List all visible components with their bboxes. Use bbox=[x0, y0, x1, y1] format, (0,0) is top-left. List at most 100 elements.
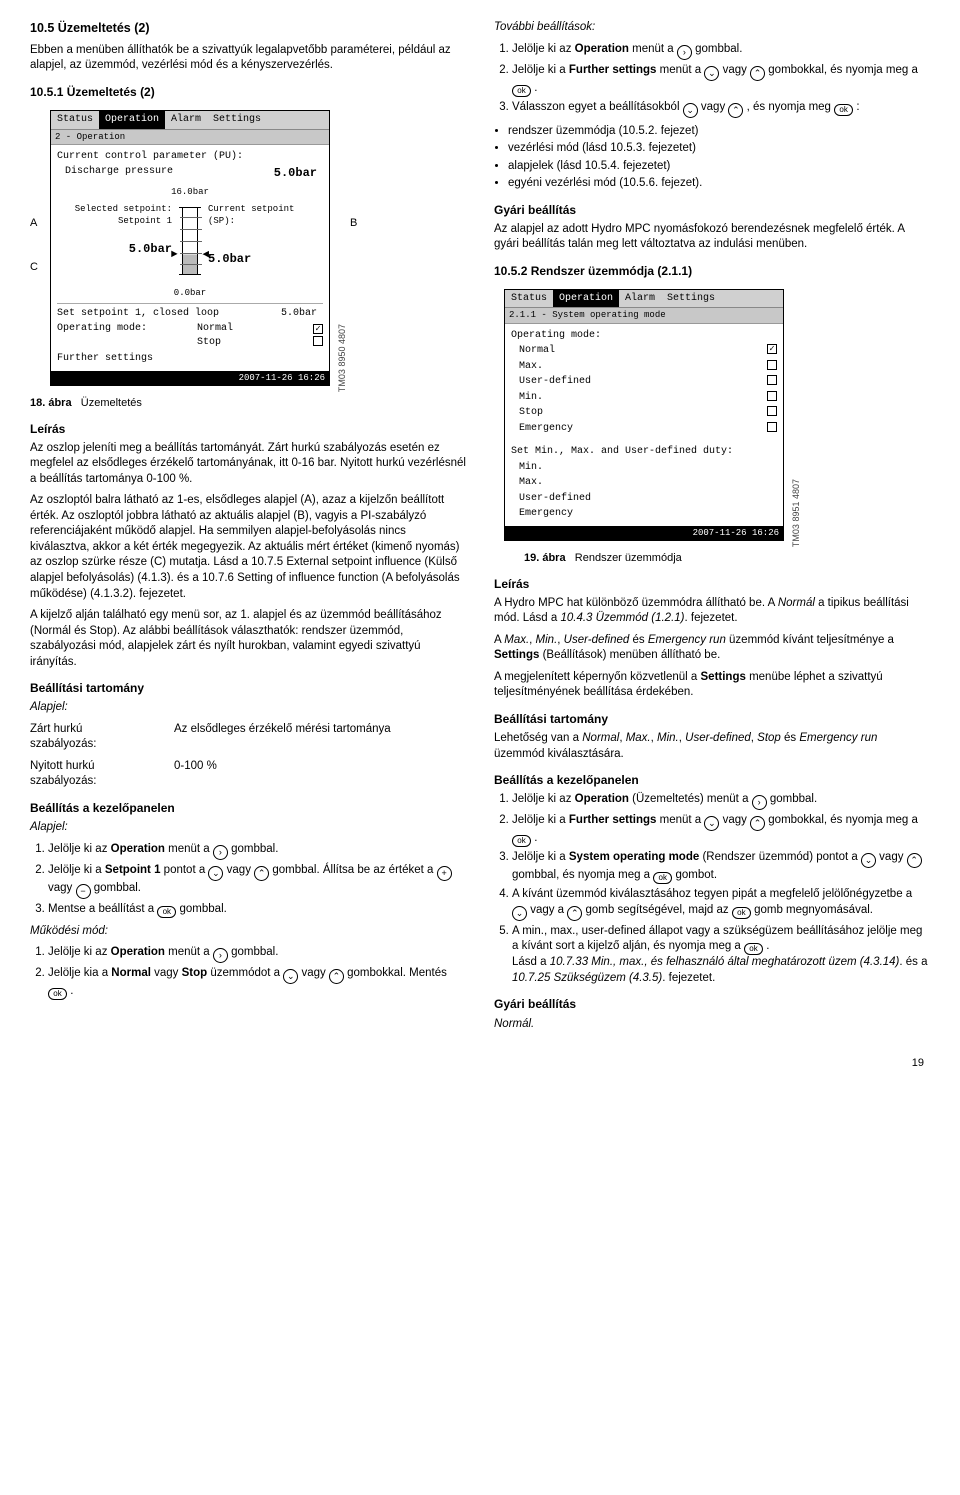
cb-opt3 bbox=[767, 391, 777, 401]
s2-o2-0: Min. bbox=[511, 461, 543, 475]
s1-opmode-stop: Stop bbox=[197, 337, 221, 348]
gauge-scale: ► ◀ bbox=[182, 207, 198, 275]
bullet-0: rendszer üzemmódja (10.5.2. fejezet) bbox=[508, 124, 930, 140]
s2-o2-1: Max. bbox=[511, 476, 543, 490]
up-icon: ⌃ bbox=[750, 816, 765, 831]
cb-opt5 bbox=[767, 422, 777, 432]
minus-icon: − bbox=[76, 884, 91, 899]
s1-line1: Current control parameter (PU): bbox=[57, 150, 243, 164]
down-icon: ⌄ bbox=[208, 866, 223, 881]
s2-opt0: Normal bbox=[511, 344, 555, 358]
left-range-label: Alapjel: bbox=[30, 700, 466, 716]
right-factory-p: Az alapjel az adott Hydro MPC nyomásfoko… bbox=[494, 222, 930, 253]
up-icon: ⌃ bbox=[728, 103, 743, 118]
fig18-num: 18. ábra bbox=[30, 397, 72, 409]
cb-opt0: ✓ bbox=[767, 344, 777, 354]
s1-row-setpoint: Set setpoint 1, closed loop bbox=[57, 307, 219, 321]
right-icon: › bbox=[213, 845, 228, 860]
tbl-r1-c1: 0-100 % bbox=[174, 759, 217, 790]
s2-o2-3: Emergency bbox=[511, 507, 573, 521]
label-b: B bbox=[350, 216, 357, 231]
down-icon: ⌄ bbox=[704, 816, 719, 831]
ok-icon: ok bbox=[732, 907, 751, 919]
ok-icon: ok bbox=[512, 835, 531, 847]
right-icon: › bbox=[213, 948, 228, 963]
menu-status: Status bbox=[51, 111, 99, 129]
left-step1-3: Mentse a beállítást a ok gombbal. bbox=[48, 902, 466, 918]
screen1-sub: 2 - Operation bbox=[51, 130, 329, 145]
menu2-status: Status bbox=[505, 290, 553, 308]
ok-icon: ok bbox=[834, 104, 853, 116]
ok-icon: ok bbox=[653, 872, 672, 884]
s1-row-opmode-label: Operating mode: bbox=[57, 322, 147, 350]
down-icon: ⌄ bbox=[683, 103, 698, 118]
label-a: A bbox=[30, 216, 37, 231]
cb-opt1 bbox=[767, 360, 777, 370]
left-step1-1: Jelölje ki az Operation menüt a › gombba… bbox=[48, 842, 466, 860]
down-icon: ⌄ bbox=[704, 66, 719, 81]
left-mode-label: Működési mód: bbox=[30, 924, 466, 940]
s2-opt4: Stop bbox=[511, 406, 543, 420]
s1-left-header: Selected setpoint: bbox=[57, 203, 172, 215]
s1-footer: 2007-11-26 16:26 bbox=[51, 371, 329, 385]
s2-opt3: Min. bbox=[511, 391, 543, 405]
right-desc-p2: A Max., Min., User-defined és Emergency … bbox=[494, 633, 930, 664]
right-further-label: További beállítások: bbox=[494, 20, 930, 36]
right-range-heading: Beállítási tartomány bbox=[494, 711, 930, 727]
screen-operation: Status Operation Alarm Settings 2 - Oper… bbox=[50, 110, 330, 386]
fig19-num: 19. ábra bbox=[524, 552, 566, 564]
right-desc-p3: A megjelenített képernyőn közvetlenül a … bbox=[494, 670, 930, 701]
left-column: 10.5 Üzemeltetés (2) Ebben a menüben áll… bbox=[30, 20, 466, 1038]
left-steps2: Jelölje ki az Operation menüt a › gombba… bbox=[30, 945, 466, 1000]
s2-footer: 2007-11-26 16:26 bbox=[505, 526, 783, 540]
left-desc-heading: Leírás bbox=[30, 421, 466, 437]
s2-label1: Operating mode: bbox=[511, 329, 601, 343]
s1-top-val: 16.0bar bbox=[57, 186, 323, 198]
up-icon: ⌃ bbox=[329, 969, 344, 984]
s1-line2-label: Discharge pressure bbox=[57, 165, 173, 181]
left-step2-2: Jelölje kia a Normal vagy Stop üzemmódot… bbox=[48, 966, 466, 1000]
tbl-r0-c1: Az elsődleges érzékelő mérési tartománya bbox=[174, 722, 391, 753]
s2-tm-label: TM03 8951 4807 bbox=[790, 479, 802, 547]
left-desc-p2: Az oszloptól balra látható az 1-es, első… bbox=[30, 493, 466, 602]
left-desc-p1: Az oszlop jeleníti meg a beállítás tarto… bbox=[30, 441, 466, 488]
checkbox-normal: ✓ bbox=[313, 324, 323, 334]
left-heading: 10.5 Üzemeltetés (2) bbox=[30, 20, 466, 37]
right-desc-heading: Leírás bbox=[494, 576, 930, 592]
ok-icon: ok bbox=[48, 988, 67, 1000]
s1-row-further: Further settings bbox=[57, 352, 153, 366]
right-factory2-heading: Gyári beállítás bbox=[494, 996, 930, 1012]
right-s1: Jelölje ki az Operation menüt a › gombba… bbox=[512, 42, 930, 60]
right-ps5: A min., max., user-defined állapot vagy … bbox=[512, 924, 930, 987]
screen-system-mode: Status Operation Alarm Settings 2.1.1 - … bbox=[504, 289, 784, 541]
bullet-1: vezérlési mód (lásd 10.5.3. fejezetet) bbox=[508, 141, 930, 157]
s1-bottom-val: 0.0bar bbox=[57, 287, 323, 299]
s2-o2-2: User-defined bbox=[511, 492, 591, 506]
right-s2: Jelölje ki a Further settings menüt a ⌄ … bbox=[512, 63, 930, 97]
left-desc-p3: A kijelző alján található egy menü sor, … bbox=[30, 608, 466, 670]
right-ps4: A kívánt üzemmód kiválasztásához tegyen … bbox=[512, 887, 930, 921]
menu-settings: Settings bbox=[207, 111, 267, 129]
tbl-r0-c0: Zárt hurkú szabályozás: bbox=[30, 722, 150, 753]
right-s3: Válasszon egyet a beállításokból ⌄ vagy … bbox=[512, 100, 930, 118]
up-icon: ⌃ bbox=[254, 866, 269, 881]
page-number: 19 bbox=[30, 1056, 930, 1071]
s2-opt5: Emergency bbox=[511, 422, 573, 436]
left-intro: Ebben a menüben állíthatók be a szivatty… bbox=[30, 43, 466, 74]
ok-icon: ok bbox=[157, 906, 176, 918]
right-factory2-p: Normál. bbox=[494, 1017, 930, 1033]
plus-icon: + bbox=[437, 866, 452, 881]
s2-opt1: Max. bbox=[511, 360, 543, 374]
gauge-ptr-left: ► bbox=[171, 250, 178, 261]
right-ps1: Jelölje ki az Operation (Üzemeltetés) me… bbox=[512, 792, 930, 810]
right-range-p: Lehetőség van a Normal, Max., Min., User… bbox=[494, 731, 930, 762]
gauge-ptr-right: ◀ bbox=[202, 250, 209, 261]
menu-operation: Operation bbox=[99, 111, 165, 129]
down-icon: ⌄ bbox=[512, 906, 527, 921]
right-ps2: Jelölje ki a Further settings menüt a ⌄ … bbox=[512, 813, 930, 847]
cb-opt4 bbox=[767, 406, 777, 416]
menu2-operation: Operation bbox=[553, 290, 619, 308]
right-subheading: 10.5.2 Rendszer üzemmódja (2.1.1) bbox=[494, 263, 930, 279]
screen2-sub: 2.1.1 - System operating mode bbox=[505, 308, 783, 323]
right-icon: › bbox=[677, 45, 692, 60]
